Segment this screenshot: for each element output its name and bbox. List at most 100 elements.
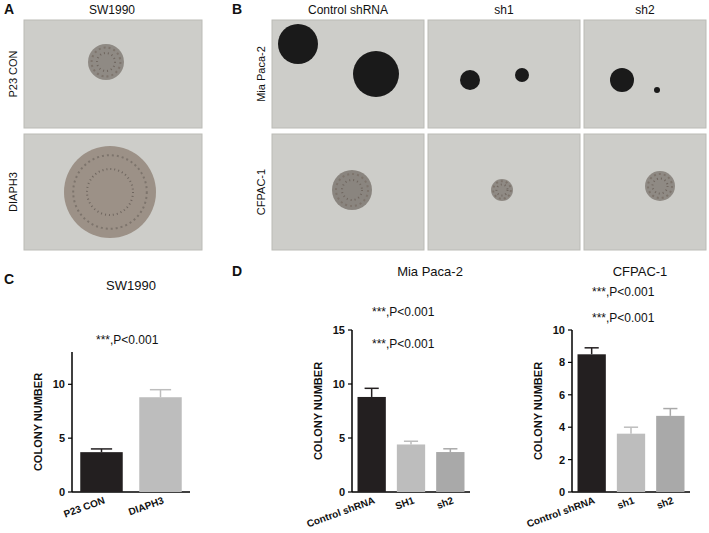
colony-texture	[342, 180, 362, 200]
error-bar	[663, 409, 677, 416]
axis-label: COLONY NUMBER	[312, 362, 324, 460]
photo	[584, 20, 706, 128]
colony	[491, 179, 513, 201]
annotation: ***,P<0.001	[96, 333, 159, 347]
photo	[272, 20, 424, 128]
row-label: P23 CON	[7, 50, 19, 97]
error-line	[160, 390, 162, 398]
colony	[353, 51, 399, 97]
bar	[436, 452, 464, 492]
colony	[278, 24, 318, 64]
y-tick	[68, 438, 72, 439]
bars	[578, 348, 685, 492]
colony-texture	[493, 181, 511, 199]
row-label: DIAPH3	[7, 172, 19, 212]
chart: CFPAC-1COLONY NUMBER0246810Control shRNA…	[525, 264, 690, 529]
error-bar	[365, 388, 379, 397]
y-tick-label: 4	[559, 421, 566, 433]
bar	[656, 416, 684, 492]
colony	[64, 146, 156, 238]
x-tick-label: sh2	[435, 494, 455, 510]
colony-texture	[648, 174, 672, 198]
photo	[428, 134, 580, 250]
column-label: sh1	[494, 3, 514, 17]
colony-texture	[87, 169, 133, 215]
error-cap	[365, 388, 379, 390]
bar	[578, 354, 606, 492]
chart: SW1990COLONY NUMBER0510P23 CONDIAPH3***,…	[32, 278, 190, 520]
x-tick-label: Control shRNA	[525, 495, 596, 530]
colony	[654, 87, 660, 93]
error-cap	[404, 440, 418, 442]
colony-texture	[92, 48, 121, 77]
error-bar	[443, 449, 457, 452]
colony	[515, 68, 529, 82]
x-tick-label: Control shRNA	[305, 495, 376, 530]
bars	[80, 390, 181, 492]
y-tick	[568, 491, 572, 492]
y-tick-label: 0	[559, 486, 565, 498]
x-tick-label: DIAPH3	[127, 494, 166, 517]
y-axis	[351, 330, 353, 492]
annotation: ***,P<0.001	[592, 311, 655, 325]
axis-label: COLONY NUMBER	[32, 373, 44, 471]
y-tick	[348, 383, 352, 384]
y-tick	[348, 491, 352, 492]
x-tick-label: sh2	[655, 494, 675, 510]
row-label: Mia Paca-2	[255, 46, 267, 102]
y-tick-label: 8	[559, 356, 565, 368]
error-cap	[624, 426, 638, 428]
y-tick-label: 0	[339, 486, 345, 498]
colony-texture	[336, 174, 368, 206]
panel-letter: B	[232, 1, 242, 17]
y-tick	[348, 437, 352, 438]
bar	[617, 434, 645, 492]
bar	[397, 444, 425, 492]
y-tick	[68, 491, 72, 492]
colony	[88, 44, 124, 80]
y-tick-label: 10	[333, 378, 345, 390]
y-tick	[568, 329, 572, 330]
row-label: CFPAC-1	[255, 169, 267, 215]
error-bar	[624, 427, 638, 433]
photo	[584, 134, 706, 250]
error-line	[591, 348, 593, 354]
chart-title: SW1990	[106, 278, 156, 293]
y-tick	[348, 329, 352, 330]
chart-title: CFPAC-1	[613, 264, 668, 279]
error-cap	[663, 408, 677, 410]
error-cap	[150, 389, 171, 391]
bars	[358, 388, 465, 492]
y-tick	[568, 362, 572, 363]
column-label: sh2	[635, 3, 655, 17]
error-bar	[404, 441, 418, 444]
photo	[272, 134, 424, 250]
error-bar	[91, 449, 112, 452]
colony-texture	[653, 179, 668, 194]
bar	[358, 397, 386, 492]
y-tick-label: 0	[59, 486, 65, 498]
colony-texture	[497, 185, 508, 196]
figure: ABCDSW1990P23 CONDIAPH3Control shRNAsh1s…	[0, 0, 709, 533]
y-tick	[568, 394, 572, 395]
colony-texture	[73, 155, 147, 229]
y-tick-label: 10	[553, 324, 565, 336]
bar	[80, 452, 122, 492]
panel-title: SW1990	[89, 3, 135, 17]
photo	[24, 20, 202, 128]
error-line	[630, 427, 632, 433]
error-line	[670, 409, 672, 416]
annotation: ***,P<0.001	[372, 305, 435, 319]
y-tick-label: 6	[559, 389, 565, 401]
y-tick-label: 2	[559, 454, 565, 466]
chart: Mia Paca-2COLONY NUMBER051015Control shR…	[305, 264, 470, 529]
column-label: Control shRNA	[308, 3, 388, 17]
y-axis	[571, 330, 573, 492]
colony-texture	[97, 53, 115, 71]
colony	[460, 70, 480, 90]
y-tick-label: 5	[339, 432, 345, 444]
colony	[645, 171, 675, 201]
y-tick-label: 5	[59, 432, 65, 444]
panel-letter: A	[4, 1, 14, 17]
chart-title: Mia Paca-2	[397, 264, 463, 279]
